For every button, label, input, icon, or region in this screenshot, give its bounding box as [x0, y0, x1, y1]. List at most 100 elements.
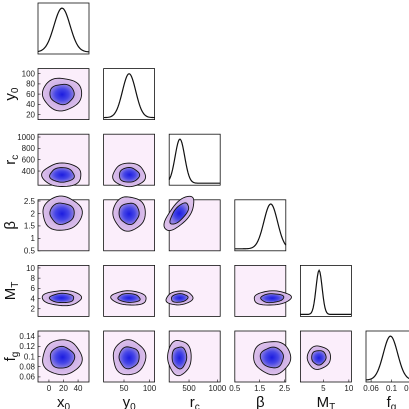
x-axis-label-rc: rc [190, 394, 200, 409]
x-tick-label: 0 [47, 384, 52, 393]
contour-68 [311, 350, 327, 366]
contour-68 [118, 346, 140, 370]
contour-68 [169, 202, 190, 225]
x-tick-label: 0.14 [404, 384, 409, 393]
contour-panel-x0-rc: 400 600 800 1000 [17, 133, 90, 187]
marginal-curve [168, 138, 221, 184]
x-tick-label: 2.5 [279, 384, 291, 393]
contour-panel-y0-fg: 50 100 [103, 330, 157, 393]
y-axis-label-MT: MT [2, 282, 21, 301]
contour-68 [49, 202, 75, 225]
contour-panel-x0-fg: 0.060.08 0.10.120.14 0 20 40 [19, 330, 90, 393]
contour-panel-rc-MT [165, 264, 221, 317]
marginal-panel-rc [168, 133, 221, 186]
panel-frame [299, 264, 352, 317]
panel-grid: 2040608010040060080010000.511.522.524681… [17, 2, 409, 393]
y-tick-label: 0.12 [19, 342, 35, 351]
x-tick-label: 500 [182, 384, 196, 393]
x-axis-label-beta: β [256, 394, 265, 409]
marginal-panel-x0 [37, 2, 90, 55]
y-tick-label: 600 [22, 156, 36, 165]
contour-68 [118, 202, 140, 226]
contour-panel-rc-beta [163, 195, 221, 252]
marginal-panel-MT [299, 264, 352, 317]
y-tick-label: 1.5 [24, 222, 36, 231]
y-tick-label: 0.5 [24, 247, 36, 256]
x-tick-label: 20 [59, 384, 68, 393]
y-tick-label: 0.08 [19, 363, 35, 372]
x-tick-label: 100 [143, 384, 157, 393]
y-tick-label: 10 [26, 264, 35, 273]
contour-68 [260, 293, 285, 304]
x-tick-label: 5 [321, 384, 326, 393]
marginal-curve [37, 7, 90, 53]
x-tick-label: 1000 [208, 384, 226, 393]
marginal-curve [103, 73, 155, 119]
contour-68 [48, 292, 75, 304]
y-tick-label: 4 [31, 294, 36, 303]
x-tick-label: 0.1 [386, 384, 398, 393]
marginal-panel-fg: 0.06 0.1 0.14 [363, 330, 409, 393]
y-axis-labels: y0 rc β MT fg [2, 87, 21, 361]
y-axis-label-fg: fg [2, 352, 21, 362]
y-tick-label: 60 [26, 90, 35, 99]
y-tick-label: 2.5 [24, 197, 36, 206]
y-tick-label: 40 [26, 100, 35, 109]
contour-68 [119, 167, 141, 183]
marginal-panel-beta [234, 199, 287, 252]
panel-frame [234, 199, 287, 252]
y-tick-label: 0.06 [19, 373, 35, 382]
panel-frame [103, 68, 155, 120]
marginal-curve [234, 203, 287, 250]
x-axis-label-MT: MT [317, 394, 336, 409]
y-tick-label: 6 [31, 284, 36, 293]
contour-panel-beta-fg: 0.5 1.5 2.5 [229, 330, 292, 393]
x-tick-label: 0.5 [229, 384, 241, 393]
x-tick-label: 50 [120, 384, 129, 393]
x-axis-label-fg: fg [387, 394, 397, 409]
x-tick-label: 40 [74, 384, 83, 393]
x-tick-label: 10 [344, 384, 353, 393]
marginal-curve [300, 268, 352, 315]
y-tick-label: 8 [31, 274, 36, 283]
marginal-panel-y0 [103, 68, 155, 120]
x-tick-label: 1.5 [254, 384, 266, 393]
x-axis-label-x0: x0 [57, 394, 71, 409]
contour-panel-y0-beta [103, 196, 155, 252]
y-tick-label: 20 [26, 110, 35, 119]
panel-frame [168, 133, 221, 186]
x-axis-label-y0: y0 [123, 394, 137, 409]
contour-panel-y0-rc [103, 133, 155, 188]
y-tick-label: 1000 [17, 133, 35, 142]
y-tick-label: 2 [31, 209, 36, 218]
y-tick-label: 2 [31, 305, 36, 314]
contour-panel-y0-MT [103, 264, 155, 317]
x-axis-labels: x0 y0 rc β MT fg [57, 394, 396, 409]
contour-panel-MT-fg: 5 10 [299, 330, 354, 393]
y-axis-label-beta: β [2, 221, 19, 230]
y-tick-label: 400 [22, 167, 36, 176]
contour-68 [117, 293, 141, 303]
y-tick-label: 0.1 [24, 352, 36, 361]
contour-68 [49, 83, 75, 106]
y-tick-label: 0.14 [19, 332, 35, 341]
contour-68 [171, 293, 189, 303]
y-axis-label-y0: y0 [2, 87, 21, 101]
y-tick-label: 80 [26, 80, 35, 89]
y-tick-label: 800 [22, 144, 36, 153]
contour-panel-x0-beta: 0.5 1 1.5 2 2.5 [24, 195, 90, 256]
contour-68 [49, 345, 76, 369]
x-tick-label: 0.06 [363, 384, 379, 393]
contour-68 [49, 167, 75, 183]
y-axis-label-rc: rc [2, 155, 21, 165]
contour-68 [171, 346, 188, 370]
panel-frame [168, 264, 221, 317]
contour-panel-beta-MT [234, 264, 292, 317]
contour-68 [259, 346, 284, 369]
y-tick-label: 100 [22, 70, 36, 79]
contour-panel-rc-fg: 500 1000 [167, 330, 227, 393]
y-tick-label: 1 [31, 234, 36, 243]
